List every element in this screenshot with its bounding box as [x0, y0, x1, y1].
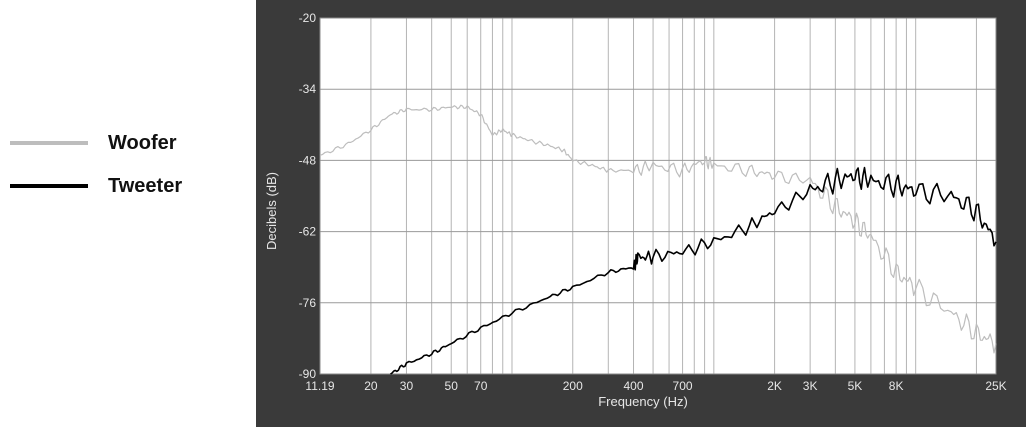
x-tick-label: 25K: [985, 379, 1006, 393]
y-tick-label: -48: [299, 153, 317, 167]
legend-label-tweeter: Tweeter: [108, 174, 183, 197]
legend-label-woofer: Woofer: [108, 131, 177, 154]
chart-panel: 11.19 20 30 50 70 200 400 700 2K 3K 5K 8K 25K -20 -34 -…: [256, 0, 1026, 427]
x-tick-label: 3K: [803, 379, 818, 393]
plot-area: [320, 18, 996, 374]
x-tick-label: 700: [673, 379, 693, 393]
plot-border: [319, 17, 997, 375]
legend-item-woofer: Woofer: [10, 128, 177, 158]
x-tick-label: 11.19: [305, 379, 334, 393]
legend-item-tweeter: Tweeter: [10, 171, 182, 201]
series-line-woofer: [319, 104, 997, 354]
x-tick-label: 200: [563, 379, 583, 393]
frequency-response-chart: 11.19 20 30 50 70 200 400 700 2K 3K 5K 8K 25K -20 -34 -…: [264, 11, 1007, 409]
x-tick-label: 400: [623, 379, 643, 393]
x-tick-label: 2K: [767, 379, 782, 393]
x-axis-label: Frequency (Hz): [598, 394, 688, 409]
x-tick-label: 8K: [889, 379, 904, 393]
y-tick-label: -90: [299, 367, 317, 381]
y-tick-label: -76: [299, 296, 317, 310]
x-tick-label: 70: [474, 379, 488, 393]
x-tick-label: 30: [400, 379, 414, 393]
tick-labels: 11.19 20 30 50 70 200 400 700 2K 3K 5K 8K 25K -20 -34 -…: [299, 11, 1007, 393]
y-axis-label: Decibels (dB): [264, 172, 279, 250]
series-layer: [319, 104, 997, 375]
x-tick-label: 50: [445, 379, 459, 393]
y-tick-label: -62: [299, 225, 317, 239]
legend: Woofer Tweeter: [0, 118, 250, 218]
y-tick-label: -34: [299, 82, 317, 96]
series-line-tweeter: [390, 166, 997, 375]
x-tick-label: 5K: [848, 379, 863, 393]
legend-swatch-tweeter: [10, 184, 88, 188]
legend-swatch-woofer: [10, 141, 88, 145]
x-tick-label: 20: [364, 379, 378, 393]
y-tick-label: -20: [299, 11, 317, 25]
grid: [319, 17, 997, 375]
